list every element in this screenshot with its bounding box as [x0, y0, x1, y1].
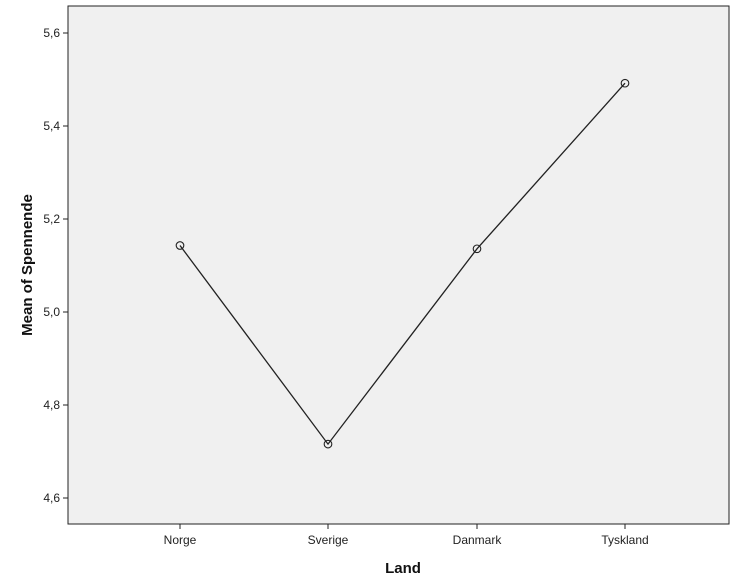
y-tick-label: 4,8 — [43, 398, 60, 412]
x-axis: Norge Sverige Danmark Tyskland — [164, 524, 649, 547]
x-axis-title: Land — [385, 560, 421, 577]
data-markers — [175, 78, 630, 449]
x-tick-label: Norge — [164, 533, 197, 547]
data-point-tyskland — [620, 78, 630, 88]
y-tick-label: 5,0 — [43, 305, 60, 319]
series-line — [179, 82, 626, 446]
x-tick-label: Tyskland — [601, 533, 648, 547]
plot-area — [67, 5, 730, 525]
x-tick-label: Danmark — [453, 533, 503, 547]
y-tick-label: 4,6 — [43, 491, 60, 505]
data-point-sverige — [323, 439, 333, 449]
data-point-norge — [175, 241, 185, 250]
x-tick-label: Sverige — [308, 533, 349, 547]
y-tick-label: 5,2 — [43, 212, 60, 226]
y-tick-label: 5,6 — [43, 26, 60, 40]
data-point-danmark — [472, 244, 482, 254]
y-tick-label: 5,4 — [43, 119, 60, 133]
y-axis-title: Mean of Spennende — [19, 194, 36, 336]
y-axis: 4,6 4,8 5,0 5,2 5,4 5,6 — [43, 26, 68, 505]
